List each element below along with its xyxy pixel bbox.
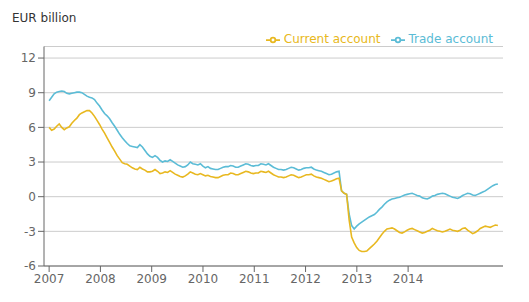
svg-text:2011: 2011 (239, 272, 270, 286)
svg-text:-6: -6 (24, 259, 36, 273)
svg-text:2013: 2013 (342, 272, 373, 286)
svg-text:9: 9 (28, 86, 36, 100)
svg-text:3: 3 (28, 155, 36, 169)
svg-text:6: 6 (28, 121, 36, 135)
svg-text:-3: -3 (24, 225, 36, 239)
html-text:Trade account: Trade account (408, 32, 493, 46)
svg-text:2007: 2007 (34, 272, 65, 286)
svg-text:2012: 2012 (290, 272, 321, 286)
svg-text:2010: 2010 (188, 272, 219, 286)
svg-text:2008: 2008 (85, 272, 116, 286)
html-text:EUR billion: EUR billion (12, 11, 77, 25)
html-text:Current account: Current account (283, 32, 381, 46)
svg-text:2009: 2009 (136, 272, 167, 286)
svg-text:2014: 2014 (393, 272, 424, 286)
svg-text:0: 0 (28, 190, 36, 204)
svg-text:12: 12 (21, 51, 36, 65)
